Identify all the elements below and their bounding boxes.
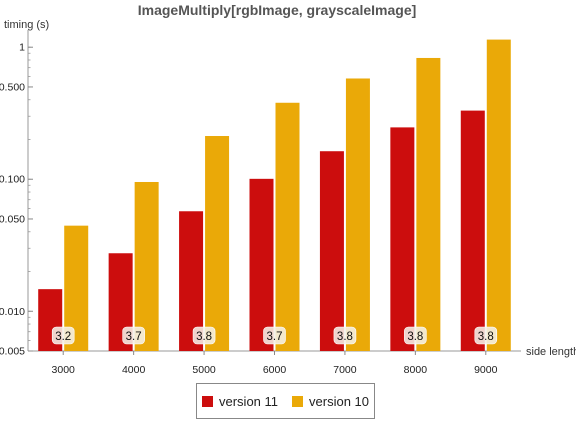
legend-label-version-10: version 10	[309, 393, 369, 409]
y-tick-label: 0.005	[0, 346, 25, 358]
bar-version-11-4000	[108, 253, 133, 351]
ratio-label: 3.7	[267, 331, 283, 343]
ratio-label: 3.8	[407, 331, 423, 343]
legend: version 11 version 10	[196, 383, 375, 419]
x-tick-labels: 3000 4000 5000 6000 7000 8000 9000	[52, 364, 498, 376]
x-tick-label: 3000	[52, 364, 76, 376]
ratio-label-bg	[404, 326, 427, 345]
ratio-label-bg	[122, 326, 145, 345]
ratio-label: 3.8	[478, 331, 494, 343]
ratio-label-bg	[51, 326, 75, 345]
axes	[27, 30, 521, 352]
ratio-label: 3.8	[337, 331, 353, 343]
bar-version-10-6000	[275, 102, 300, 352]
chart-title: ImageMultiply[rgbImage, grayscaleImage]	[138, 2, 417, 18]
ratio-label-bg	[474, 326, 498, 345]
ratio-label-bg	[192, 326, 216, 345]
legend-swatch-version-10	[292, 395, 304, 407]
bars	[38, 39, 511, 355]
y-tick-label: 1	[19, 42, 25, 54]
legend-item-version-11: version 11	[202, 394, 278, 409]
bar-version-10-4000	[134, 181, 159, 351]
legend-item-version-10: version 10	[292, 394, 369, 409]
x-tick-label: 6000	[263, 364, 287, 376]
bar-version-10-7000	[345, 78, 370, 352]
ratio-labels: 3.2 3.7 3.8 3.7 3.8 3.8 3.8	[51, 326, 498, 345]
y-tick-label: 0.050	[0, 213, 25, 225]
ratio-label: 3.7	[126, 331, 142, 343]
bar-version-10-5000	[205, 136, 230, 351]
x-tick-label: 5000	[192, 364, 216, 376]
bar-version-10-9000	[486, 39, 511, 351]
y-tick-label: 0.100	[0, 174, 25, 186]
ratio-label-bg	[333, 326, 357, 345]
bar-version-11-9000	[460, 110, 485, 351]
y-tick-label: 0.010	[0, 306, 25, 318]
bar-version-11-8000	[390, 127, 415, 351]
y-tick-label: 0.500	[0, 81, 25, 93]
legend-label-version-11: version 11	[219, 393, 279, 409]
bar-version-11-6000	[249, 178, 274, 351]
ratio-label-bg	[263, 326, 286, 345]
legend-swatch-version-11	[202, 395, 213, 407]
x-tick-label: 4000	[122, 364, 146, 376]
x-tick-label: 8000	[404, 364, 428, 376]
bar-version-10-8000	[416, 57, 441, 351]
y-axis-label: timing (s)	[4, 19, 49, 31]
x-axis-label: side length	[526, 346, 576, 358]
ratio-label: 3.8	[196, 331, 212, 343]
bar-version-11-7000	[319, 151, 344, 351]
y-tick-labels: 0.005 0.010 0.050 0.100 0.500 1	[0, 42, 33, 358]
ratio-label: 3.2	[55, 331, 71, 343]
x-tick-label: 7000	[333, 364, 357, 376]
x-tick-label: 9000	[474, 364, 498, 376]
